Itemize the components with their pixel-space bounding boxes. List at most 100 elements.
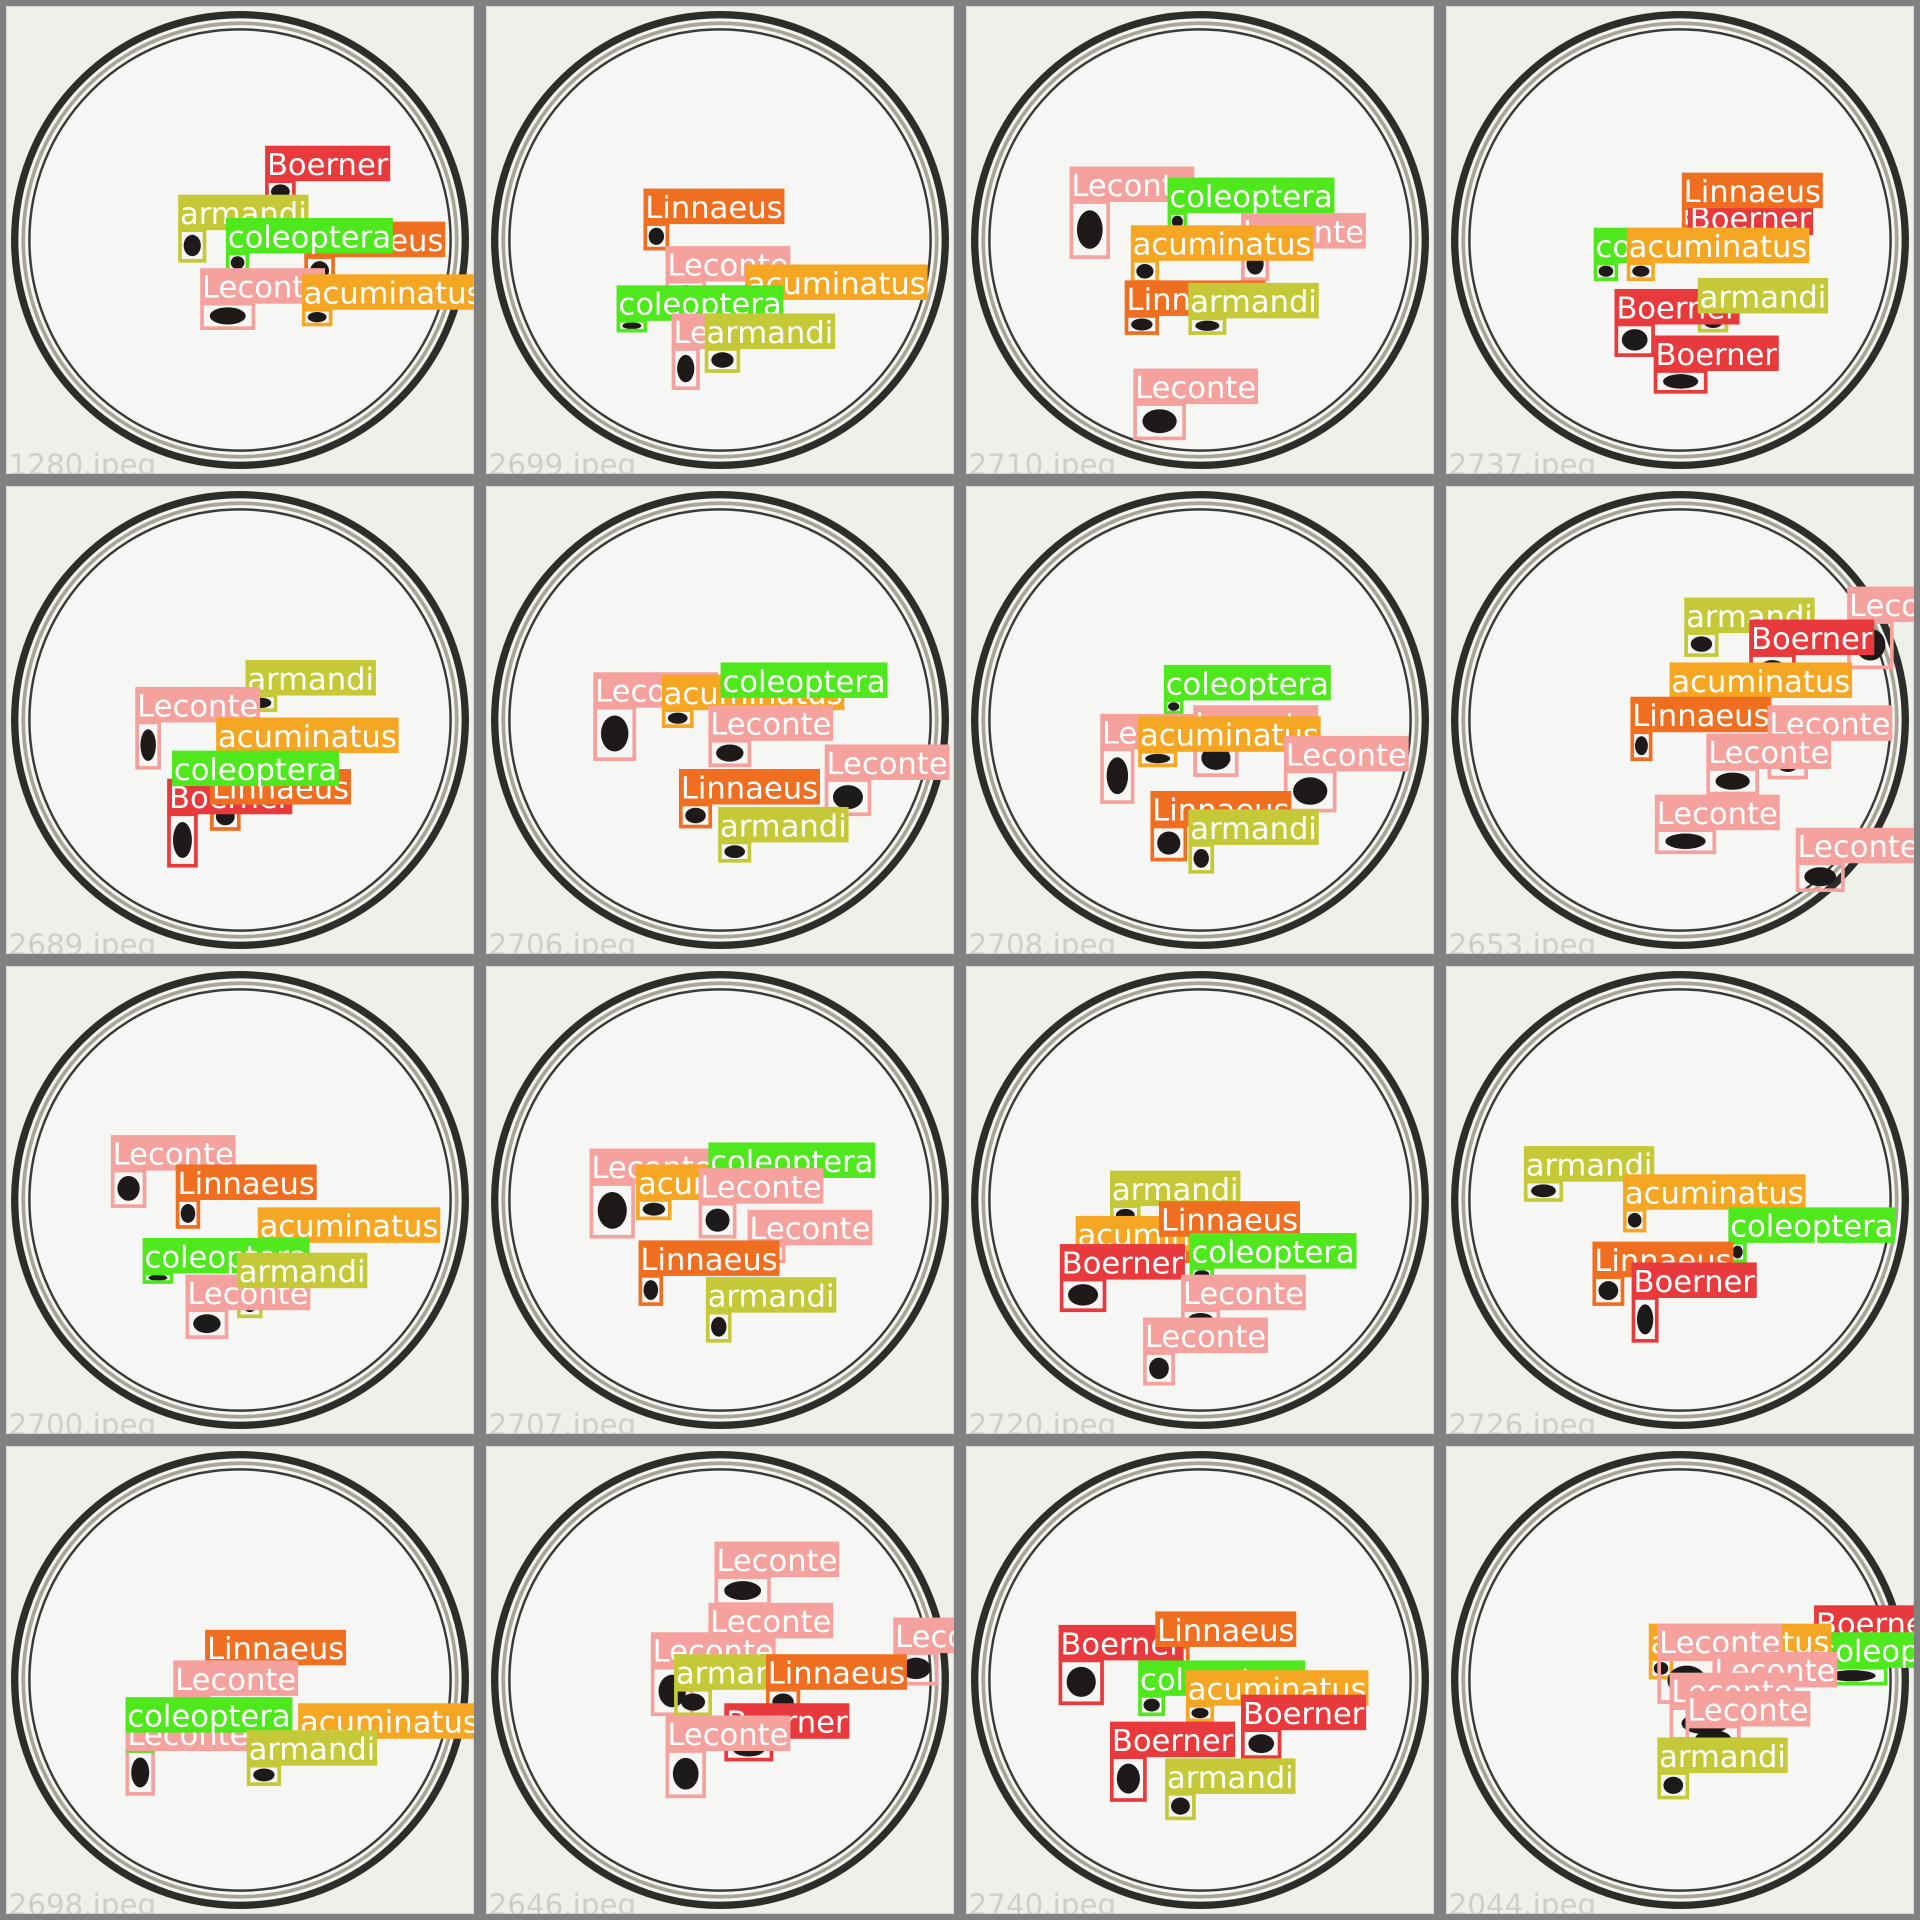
label-bg <box>1631 1262 1757 1298</box>
beetle <box>148 1274 168 1281</box>
label-bg <box>704 313 836 349</box>
label-bg <box>1059 1244 1185 1280</box>
detection-label: Leconte <box>1687 1693 1808 1728</box>
tile-image: 2700.jpegLeconteLinnaeusacuminatuscoleop… <box>6 966 474 1434</box>
beetle <box>117 1175 140 1201</box>
detection-label: Leconte <box>1286 738 1407 773</box>
beetle <box>716 744 744 762</box>
label-bg <box>1681 172 1823 209</box>
file-name: 2720.jpeg <box>969 1408 1117 1442</box>
beetle <box>1531 1184 1556 1198</box>
label-bg <box>1657 1737 1788 1774</box>
tile-image: 2653.jpegarmandiLeconteBoerneracuminatus… <box>1446 486 1914 954</box>
label-bg <box>1181 1274 1306 1311</box>
beetle <box>1143 1698 1160 1712</box>
label-bg <box>1155 1611 1297 1647</box>
beetle <box>711 352 734 368</box>
label-bg <box>747 1209 873 1246</box>
label-bg <box>245 660 376 696</box>
detection-label: Leconte <box>700 1171 821 1206</box>
dish-rim <box>21 501 459 939</box>
label-bg <box>1283 735 1409 772</box>
beetle <box>677 354 695 383</box>
label-bg <box>1685 1691 1811 1727</box>
detection-label: Boerner <box>1633 1265 1755 1300</box>
tile-image: 2726.jpegarmandiacuminatuscoleopteraLinn… <box>1446 966 1914 1434</box>
label-bg <box>708 705 834 741</box>
beetle <box>832 785 863 810</box>
beetle <box>180 1204 196 1223</box>
tile: 2698.jpegLinnaeusLeconteLecontecoleopter… <box>6 1446 474 1920</box>
file-name: 2706.jpeg <box>489 928 637 962</box>
detection-label: Linnaeus <box>681 771 818 806</box>
detection-label: Linnaeus <box>645 191 782 226</box>
beetle <box>1715 772 1750 790</box>
bounding-box <box>110 1168 147 1208</box>
detection-label: Linnaeus <box>640 1243 777 1278</box>
dish-rim <box>21 21 459 459</box>
beetle <box>1653 1661 1669 1675</box>
dish-inner <box>988 1468 1412 1892</box>
detection-label: Linnaeus <box>1684 175 1821 210</box>
label-bg <box>225 217 393 254</box>
detection-label: Leconte <box>1145 1320 1266 1355</box>
beetle <box>1066 1666 1096 1697</box>
beetle <box>724 1581 762 1601</box>
tile: 2700.jpegLeconteLinnaeusacuminatuscoleop… <box>6 966 474 1434</box>
beetle <box>1732 1245 1743 1259</box>
beetle <box>1142 409 1177 434</box>
detection-label: Leconte <box>827 747 948 782</box>
tile-image: 2044.jpegBoernercoleopteraacuminatusLeco… <box>1446 1446 1914 1914</box>
label-bg <box>665 1715 791 1752</box>
detection-label: Boerner <box>1243 1697 1365 1732</box>
tile: 2740.jpegBoernerLinnaeuscoleopteraacumin… <box>966 1446 1434 1914</box>
beetle <box>183 234 201 257</box>
beetle <box>1663 1776 1684 1794</box>
tile: 2708.jpegcoleopteraLeconteLeconteacumina… <box>966 486 1434 954</box>
tile: 2706.jpegLeconteacuminatuscoleopteraLeco… <box>486 486 954 962</box>
detection-label: armandi <box>720 809 847 844</box>
label-bg <box>720 662 888 698</box>
label-bg <box>1110 1170 1241 1207</box>
beetle <box>1191 1707 1209 1719</box>
detection-label: Leconte <box>175 1663 296 1698</box>
beetle <box>1804 867 1837 887</box>
beetle <box>681 1693 706 1711</box>
dish-rim <box>1461 981 1899 1419</box>
beetle <box>1663 374 1699 389</box>
detection-label: Leconte <box>667 1718 788 1753</box>
file-name: 2737.jpeg <box>1449 448 1597 482</box>
dish-rim <box>981 981 1419 1419</box>
beetle <box>193 1314 221 1334</box>
beetle <box>685 807 706 824</box>
dish-rim <box>501 21 939 459</box>
detection-label: acuminatus <box>1671 665 1850 700</box>
label-bg <box>1158 1201 1300 1237</box>
beetle <box>307 312 327 323</box>
detection-label: Leconte <box>1657 797 1778 832</box>
tile: 2737.jpegBoernerLinnaeuscoleopteraacumin… <box>1446 6 1914 482</box>
dish-inner <box>28 988 452 1412</box>
dish-inner <box>508 988 932 1412</box>
label-bg <box>1167 177 1335 214</box>
detection-label: coleoptera <box>1166 667 1329 702</box>
beetle <box>672 1757 699 1790</box>
detection-label: Leconte <box>1183 1277 1304 1312</box>
detection-label: Linnaeus <box>1632 699 1769 734</box>
dish-rim <box>501 981 939 1419</box>
dish-inner <box>508 1468 932 1892</box>
detection-label: Boerner <box>1112 1724 1234 1759</box>
label-bg <box>1623 1174 1806 1210</box>
tile-image: 2708.jpegcoleopteraLeconteLeconteacumina… <box>966 486 1434 954</box>
detection-label: armandi <box>707 316 834 351</box>
label-bg <box>824 744 950 780</box>
label-bg <box>1653 335 1779 372</box>
dish-rim <box>1461 501 1899 939</box>
file-name: 2698.jpeg <box>9 1888 157 1920</box>
tile-image: 2707.jpegLeconteacuminatuscoleopteraLeco… <box>486 966 954 1434</box>
beetle <box>1168 702 1180 711</box>
detection-label: Leconte <box>895 1620 1016 1655</box>
label-bg <box>765 1654 907 1690</box>
